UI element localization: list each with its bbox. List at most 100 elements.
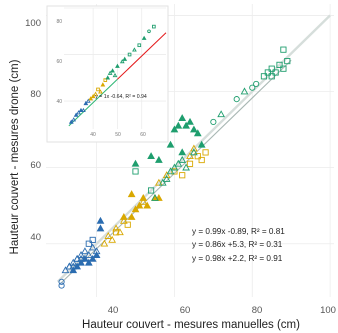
inset-data-point [132,47,137,52]
data-point [217,110,226,118]
data-point [280,65,287,72]
data-point [182,163,190,171]
data-point [77,251,85,258]
equation-label: y = 0.86x +5.3, R² = 0.31 [192,240,283,249]
data-point [182,121,190,129]
inset-data-point [71,117,77,122]
inset-regression-line-high [117,32,167,80]
data-point [166,140,175,148]
inset-chart: 40 60 80 40 50 60 y = 1x -0.64, R² = 0.9… [46,5,169,143]
inset-data-point [90,93,96,99]
data-point [77,258,85,266]
data-point [131,205,140,213]
data-point [96,216,105,224]
data-point [170,163,179,171]
data-point [170,125,179,133]
x-axis-title: Hauteur couvert - mesures manuelles (cm) [82,319,300,331]
data-point [268,73,275,80]
data-point [197,140,206,148]
data-point [162,171,171,179]
inset-data-point [137,43,142,48]
x-tick-label: 80 [252,305,263,316]
data-point [65,262,74,270]
data-point [186,160,194,167]
data-point [88,243,97,251]
inset-data-point [115,63,120,68]
data-point [116,228,124,236]
inset-y-ticks: 40 60 80 [56,19,62,105]
data-point [119,216,128,224]
data-point [193,129,202,137]
data-point [178,155,187,163]
data-point [69,266,78,274]
data-point [92,247,101,255]
inset-data-point [88,96,94,101]
x-tick-label: 100 [320,305,336,316]
data-point [89,236,96,244]
inset-regression-line-low [68,78,118,127]
data-point [131,159,140,167]
data-point [194,153,201,160]
x-axis-ticks: 40 60 80 100 [108,305,336,316]
data-point [162,174,171,182]
inset-x-tick-label: 50 [115,132,121,138]
inset-data-point [68,119,74,124]
data-point [108,235,117,243]
data-point [276,61,283,68]
inset-x-tick-label: 60 [140,132,146,138]
equation-label: y = 0.98x +2.2, R² = 0.91 [192,254,283,263]
data-point [190,125,198,133]
y-tick-label: 40 [30,232,41,243]
data-point [139,197,148,205]
data-point [264,69,271,76]
inset-data-point [73,112,79,117]
data-point [84,251,93,258]
data-point [69,258,78,266]
data-point [178,114,187,121]
data-point [190,148,198,156]
data-point [233,96,240,103]
inset-gridlines [64,7,166,129]
regression-equations: y = 0.99x -0.89, R² = 0.81 y = 0.86x +5.… [192,227,285,263]
data-point [112,224,120,232]
inset-data-point [112,72,118,78]
y-tick-label: 80 [30,89,41,100]
inset-data-point [100,82,106,87]
data-point [81,247,89,255]
data-point [58,282,65,289]
data-point [151,193,159,201]
data-point [202,149,209,156]
data-point [198,156,205,164]
inset-data-point [141,35,147,40]
inset-data-point [107,70,113,75]
data-point [61,266,70,274]
data-point [154,155,163,163]
data-point [135,201,144,209]
data-point [147,187,155,194]
data-point [96,224,105,232]
inset-y-tick-label: 40 [56,99,62,105]
inset-data-point [98,89,103,94]
data-point [249,84,256,91]
data-point [253,80,260,87]
inset-data-points [68,24,156,124]
data-point [124,221,131,228]
x-tick-label: 60 [180,305,191,316]
inset-y-tick-label: 60 [56,59,62,65]
data-point [143,201,152,209]
data-point [73,254,82,262]
data-point [186,152,194,160]
data-point [77,254,85,262]
data-point [69,262,78,270]
inset-plot-area [64,8,166,129]
inset-data-point [76,110,81,115]
data-point [119,213,128,220]
data-point [166,167,175,175]
inset-y-tick-label: 80 [56,19,62,25]
inset-data-point [110,68,115,73]
inset-regression-lines [68,32,167,127]
data-point [210,118,217,126]
data-point [88,254,97,262]
data-point [158,178,167,186]
